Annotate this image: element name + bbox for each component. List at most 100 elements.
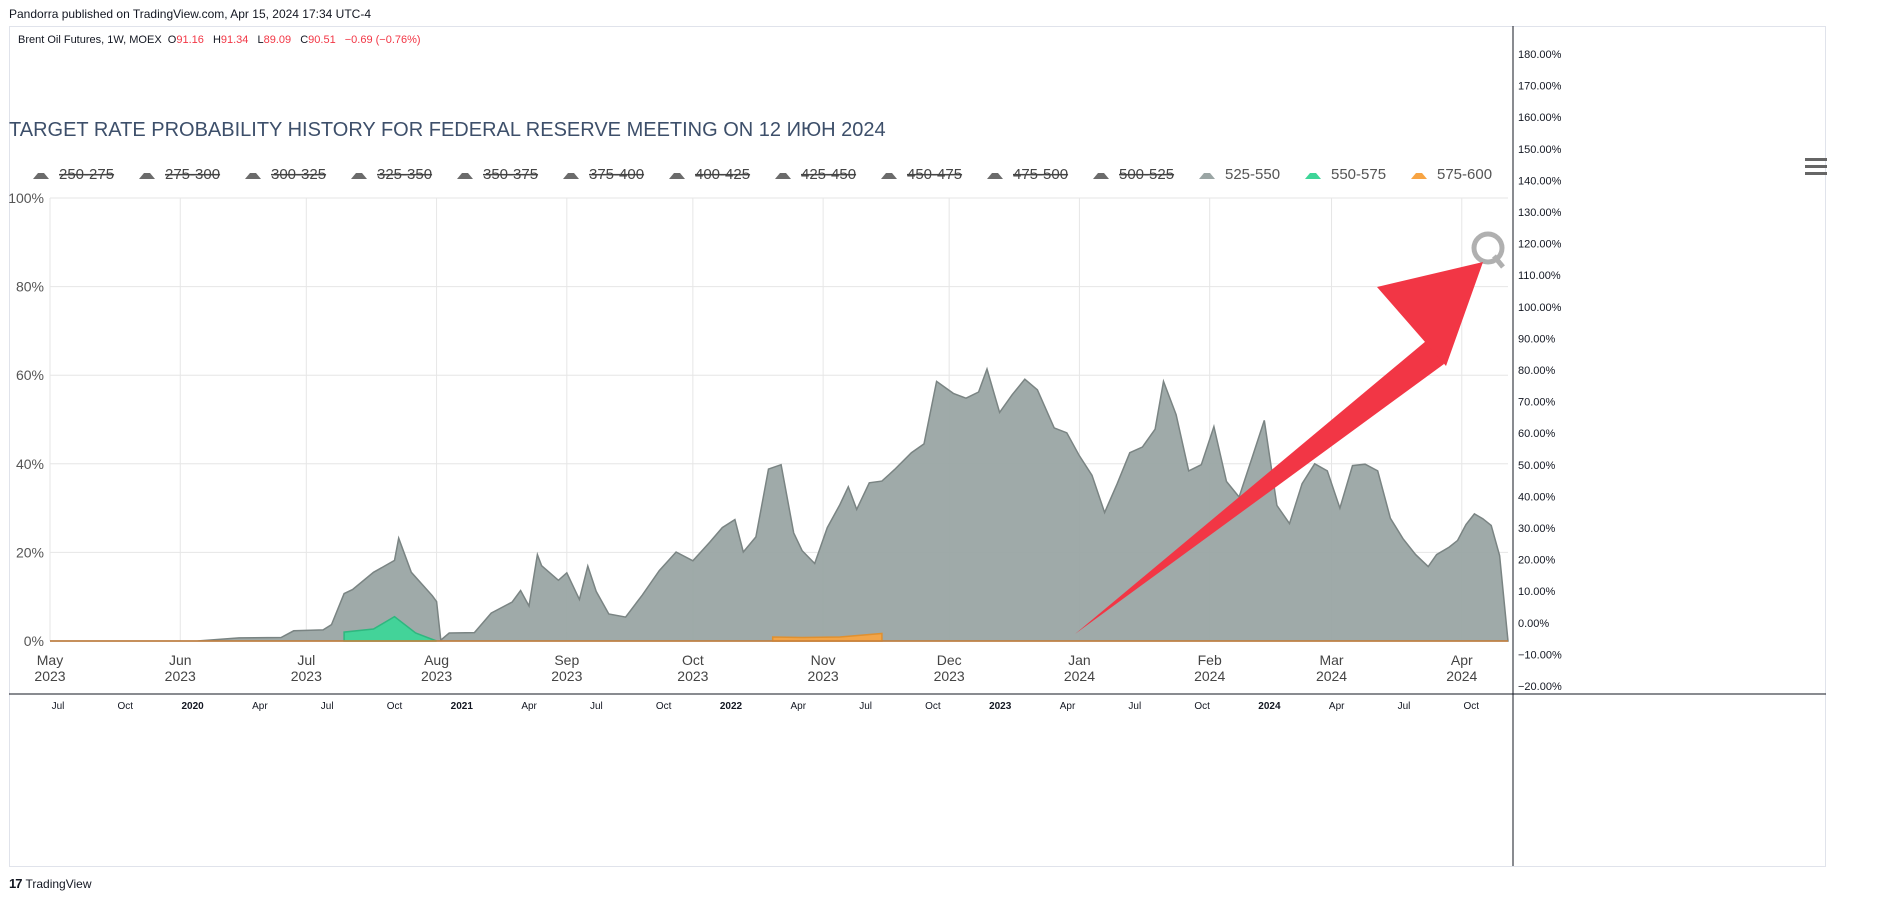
- x-tick-year: 2023: [934, 668, 965, 684]
- x-tick-year: 2023: [551, 668, 582, 684]
- legend-item-325-350[interactable]: 325-350: [351, 166, 432, 183]
- right-axis-tick: 110.00%: [1518, 270, 1561, 282]
- legend-label: 300-325: [271, 166, 326, 183]
- close-label: C: [300, 34, 309, 46]
- right-axis-tick: 50.00%: [1518, 460, 1556, 472]
- bottom-axis-tick: 2023: [989, 701, 1012, 712]
- open-label: O: [167, 34, 177, 46]
- legend-label: 375-400: [589, 166, 644, 183]
- right-axis-tick: 180.00%: [1518, 49, 1562, 61]
- x-tick-year: 2023: [165, 668, 196, 684]
- high-label: H: [212, 34, 221, 46]
- right-axis-tick: 80.00%: [1518, 365, 1556, 377]
- legend-marker-icon: [1411, 173, 1427, 179]
- bottom-axis-tick: Apr: [1060, 701, 1076, 712]
- legend-marker-icon: [33, 173, 49, 179]
- x-tick-month: Aug: [424, 652, 449, 668]
- legend-marker-icon: [563, 173, 579, 179]
- legend-marker-icon: [1093, 173, 1109, 179]
- symbol-info: Brent Oil Futures, 1W, MOEX O91.16 H91.3…: [18, 34, 421, 46]
- legend-item-300-325[interactable]: 300-325: [245, 166, 326, 183]
- tradingview-footer[interactable]: 17 TradingView: [9, 876, 92, 891]
- legend-label: 525-550: [1225, 166, 1280, 183]
- x-tick-month: Nov: [811, 652, 836, 668]
- chart-frame: [9, 26, 1826, 867]
- x-tick-month: Dec: [937, 652, 962, 668]
- bottom-axis-tick: Apr: [1329, 701, 1345, 712]
- y-tick-label: 40%: [16, 456, 44, 472]
- bottom-axis-tick: Jul: [52, 701, 65, 712]
- x-tick-month: Jan: [1068, 652, 1091, 668]
- legend-label: 250-275: [59, 166, 114, 183]
- legend-marker-icon: [1199, 173, 1215, 179]
- right-axis-tick: 70.00%: [1518, 397, 1556, 409]
- bottom-axis-tick: Oct: [118, 701, 134, 712]
- legend-item-375-400[interactable]: 375-400: [563, 166, 644, 183]
- bottom-axis-tick: 2022: [720, 701, 743, 712]
- low-value: 89.09: [263, 34, 292, 46]
- bottom-axis-tick: Oct: [1194, 701, 1210, 712]
- x-tick-year: 2023: [677, 668, 708, 684]
- bottom-axis-tick: Jul: [1398, 701, 1411, 712]
- legend-item-275-300[interactable]: 275-300: [139, 166, 220, 183]
- legend-item-450-475[interactable]: 450-475: [881, 166, 962, 183]
- legend-item-250-275[interactable]: 250-275: [33, 166, 114, 183]
- quikstrike-q-logo: [1471, 231, 1505, 269]
- right-axis-tick: 60.00%: [1518, 428, 1556, 440]
- bottom-axis-tick: Jul: [321, 701, 334, 712]
- legend-item-550-575[interactable]: 550-575: [1305, 166, 1386, 183]
- x-tick-year: 2023: [34, 668, 65, 684]
- series-area-525-550: [50, 366, 1509, 642]
- bottom-axis-tick: Oct: [925, 701, 941, 712]
- x-tick-month: Sep: [554, 652, 579, 668]
- legend-label: 425-450: [801, 166, 856, 183]
- legend-marker-icon: [245, 173, 261, 179]
- publisher-line: Pandorra published on TradingView.com, A…: [9, 7, 372, 21]
- legend-label: 450-475: [907, 166, 962, 183]
- right-axis-tick: 90.00%: [1518, 333, 1556, 345]
- right-axis-tick: 20.00%: [1518, 555, 1556, 567]
- legend-marker-icon: [775, 173, 791, 179]
- right-axis-tick: 10.00%: [1518, 586, 1556, 598]
- legend-label: 550-575: [1331, 166, 1386, 183]
- bottom-axis-tick: Jul: [1128, 701, 1141, 712]
- y-tick-label: 80%: [16, 279, 44, 295]
- legend-marker-icon: [669, 173, 685, 179]
- bottom-axis-tick: Apr: [521, 701, 537, 712]
- high-value: 91.34: [220, 34, 249, 46]
- legend-marker-icon: [351, 173, 367, 179]
- legend-item-400-425[interactable]: 400-425: [669, 166, 750, 183]
- x-tick-year: 2024: [1064, 668, 1095, 684]
- bottom-axis-tick: Oct: [656, 701, 672, 712]
- x-tick-month: Mar: [1319, 652, 1343, 668]
- legend-item-425-450[interactable]: 425-450: [775, 166, 856, 183]
- close-value: 90.51: [308, 34, 336, 46]
- x-tick-year: 2023: [291, 668, 322, 684]
- legend-label: 575-600: [1437, 166, 1492, 183]
- symbol-name[interactable]: Brent Oil Futures, 1W, MOEX: [18, 34, 162, 46]
- change-value: −0.69 (−0.76%): [344, 34, 421, 46]
- bottom-axis-tick: Apr: [791, 701, 807, 712]
- bottom-axis-tick: 2021: [451, 701, 474, 712]
- legend-label: 475-500: [1013, 166, 1068, 183]
- right-axis-tick: 160.00%: [1518, 112, 1562, 124]
- right-axis-tick: 120.00%: [1518, 239, 1562, 251]
- open-value: 91.16: [176, 34, 204, 46]
- legend-item-525-550[interactable]: 525-550: [1199, 166, 1280, 183]
- legend-item-350-375[interactable]: 350-375: [457, 166, 538, 183]
- right-axis-tick: −20.00%: [1518, 681, 1562, 693]
- legend-marker-icon: [1305, 173, 1321, 179]
- right-axis-tick: 30.00%: [1518, 523, 1556, 535]
- right-axis-tick: 140.00%: [1518, 175, 1562, 187]
- bottom-axis-tick: 2020: [181, 701, 204, 712]
- hamburger-menu-icon[interactable]: [1805, 158, 1827, 178]
- legend-item-500-525[interactable]: 500-525: [1093, 166, 1174, 183]
- legend-item-575-600[interactable]: 575-600: [1411, 166, 1492, 183]
- q-logo-tail: [1492, 254, 1505, 269]
- y-tick-label: 100%: [8, 190, 44, 206]
- right-axis-tick: 150.00%: [1518, 144, 1562, 156]
- legend-item-475-500[interactable]: 475-500: [987, 166, 1068, 183]
- x-tick-year: 2024: [1316, 668, 1347, 684]
- x-tick-month: Apr: [1451, 652, 1473, 668]
- y-tick-label: 60%: [16, 367, 44, 383]
